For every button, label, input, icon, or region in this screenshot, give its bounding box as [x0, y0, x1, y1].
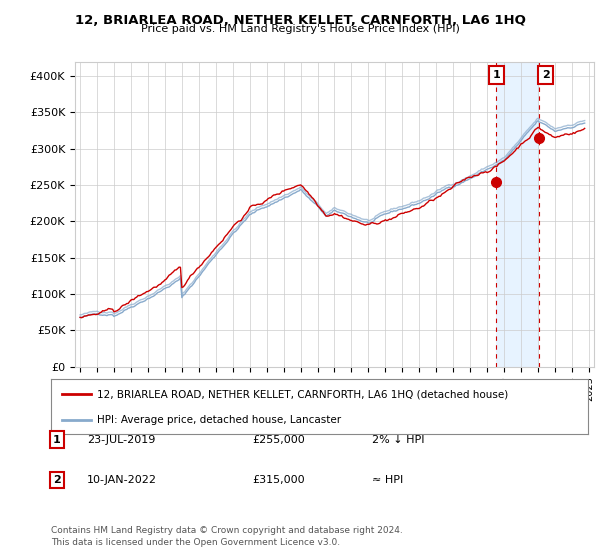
Text: Price paid vs. HM Land Registry's House Price Index (HPI): Price paid vs. HM Land Registry's House … [140, 24, 460, 34]
Text: 2: 2 [542, 71, 550, 80]
Text: 1: 1 [493, 71, 500, 80]
Text: £255,000: £255,000 [252, 435, 305, 445]
Text: 12, BRIARLEA ROAD, NETHER KELLET, CARNFORTH, LA6 1HQ: 12, BRIARLEA ROAD, NETHER KELLET, CARNFO… [74, 14, 526, 27]
Text: ≈ HPI: ≈ HPI [372, 475, 403, 485]
Text: 2: 2 [53, 475, 61, 485]
Text: 10-JAN-2022: 10-JAN-2022 [87, 475, 157, 485]
Bar [496, 62, 539, 367]
Text: £315,000: £315,000 [252, 475, 305, 485]
Text: 12, BRIARLEA ROAD, NETHER KELLET, CARNFORTH, LA6 1HQ (detached house): 12, BRIARLEA ROAD, NETHER KELLET, CARNFO… [97, 390, 508, 399]
Text: HPI: Average price, detached house, Lancaster: HPI: Average price, detached house, Lanc… [97, 416, 341, 425]
Text: Contains HM Land Registry data © Crown copyright and database right 2024.: Contains HM Land Registry data © Crown c… [51, 526, 403, 535]
Text: 1: 1 [53, 435, 61, 445]
Text: 2% ↓ HPI: 2% ↓ HPI [372, 435, 425, 445]
Text: This data is licensed under the Open Government Licence v3.0.: This data is licensed under the Open Gov… [51, 538, 340, 547]
Text: 23-JUL-2019: 23-JUL-2019 [87, 435, 155, 445]
